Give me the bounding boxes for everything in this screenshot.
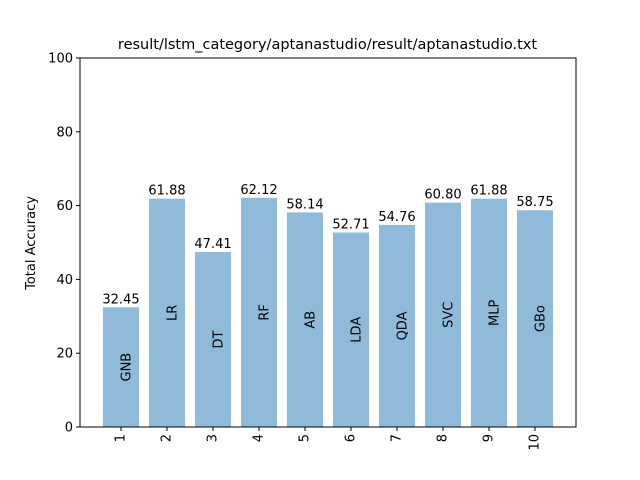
bar-value-label: 61.88 bbox=[470, 184, 507, 199]
plot-frame bbox=[79, 57, 577, 428]
bar-value-label: 52.71 bbox=[332, 218, 369, 233]
x-tick-label: 3 bbox=[206, 434, 221, 442]
bar-value-label: 58.14 bbox=[286, 197, 323, 212]
bar bbox=[103, 307, 139, 427]
bar bbox=[517, 210, 553, 427]
bar-name-label: AB bbox=[304, 311, 319, 329]
bars-group: 32.45 GNB 61.88 LR 47.41 DT 62.12 RF 58.14 AB 52.7… bbox=[102, 183, 554, 427]
x-tick-label: 7 bbox=[390, 434, 405, 442]
bar bbox=[241, 197, 277, 427]
bar-name-label: LDA bbox=[350, 317, 365, 343]
y-axis-label: Total Accuracy bbox=[24, 196, 39, 291]
bar-name-label: RF bbox=[258, 304, 273, 321]
x-tick-label: 9 bbox=[482, 434, 497, 442]
x-tick-label: 2 bbox=[160, 434, 175, 442]
bar bbox=[471, 198, 507, 427]
bar-name-label: LR bbox=[166, 305, 181, 321]
bar bbox=[379, 224, 415, 427]
y-tick-label: 100 bbox=[48, 52, 73, 67]
bar-name-label: MLP bbox=[488, 300, 503, 326]
x-tick-label: 1 bbox=[114, 434, 129, 442]
bar-name-label: SVC bbox=[442, 302, 457, 328]
y-tick-label: 80 bbox=[56, 125, 73, 140]
bar-value-label: 61.88 bbox=[148, 184, 185, 199]
y-axis-ticks: 0 20 40 60 80 100 bbox=[48, 52, 80, 436]
y-tick-label: 20 bbox=[56, 347, 73, 362]
y-tick-label: 40 bbox=[56, 273, 73, 288]
x-tick-label: 8 bbox=[436, 434, 451, 442]
bar bbox=[425, 202, 461, 427]
bar-value-label: 60.80 bbox=[424, 188, 461, 203]
bar-name-label: DT bbox=[212, 330, 227, 348]
bar-name-label: GNB bbox=[120, 353, 135, 382]
bar-value-label: 47.41 bbox=[194, 237, 231, 252]
x-tick-label: 10 bbox=[528, 434, 543, 451]
bar-value-label: 54.76 bbox=[378, 210, 415, 225]
x-tick-label: 6 bbox=[344, 434, 359, 442]
bar bbox=[149, 198, 185, 427]
bar bbox=[333, 232, 369, 427]
bar-value-label: 62.12 bbox=[240, 183, 277, 198]
bar bbox=[287, 212, 323, 427]
bar bbox=[195, 252, 231, 427]
bar-name-label: GBo bbox=[534, 305, 549, 332]
chart-title: result/lstm_category/aptanastudio/result… bbox=[118, 37, 537, 53]
x-tick-label: 4 bbox=[252, 434, 267, 442]
bar-value-label: 58.75 bbox=[516, 195, 553, 210]
y-tick-label: 60 bbox=[56, 199, 73, 214]
bar-value-label: 32.45 bbox=[102, 292, 139, 307]
x-axis-ticks: 1 2 3 4 5 6 7 8 9 10 bbox=[114, 427, 543, 451]
y-tick-label: 0 bbox=[65, 421, 73, 436]
x-tick-label: 5 bbox=[298, 434, 313, 442]
bar-name-label: QDA bbox=[396, 311, 411, 340]
